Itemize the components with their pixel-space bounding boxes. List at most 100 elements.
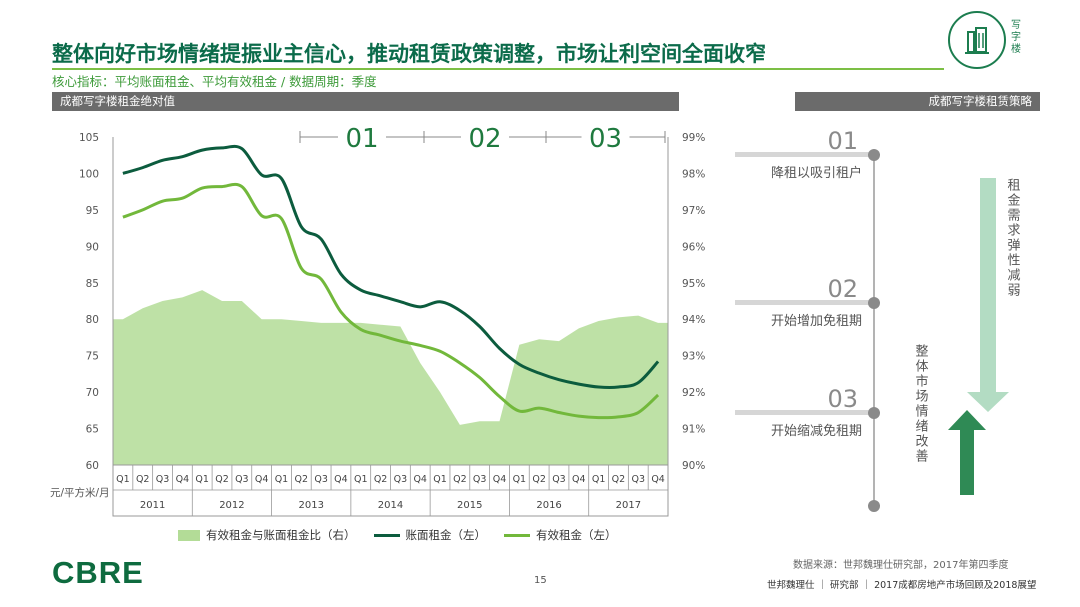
x-quarter-label: Q4 bbox=[572, 474, 586, 485]
x-quarter-label: Q3 bbox=[473, 474, 487, 485]
strategy-panel: 01 降租以吸引租户 02 开始增加免租期 03 开始缩减免租期 租金需求弹性减弱整体市场情… bbox=[735, 127, 1020, 512]
y-right-tick-label: 92% bbox=[682, 387, 705, 399]
y-right-tick-label: 94% bbox=[682, 314, 705, 326]
x-quarter-label: Q1 bbox=[116, 474, 130, 485]
rent-lines-layer bbox=[122, 144, 660, 420]
x-quarter-label: Q1 bbox=[195, 474, 209, 485]
x-quarter-label: Q4 bbox=[651, 474, 665, 485]
x-year-label: 2013 bbox=[298, 500, 323, 511]
strategy-bar bbox=[735, 410, 874, 415]
strategy-dot bbox=[868, 500, 880, 512]
x-year-label: 2014 bbox=[378, 500, 403, 511]
x-quarter-label: Q3 bbox=[235, 474, 249, 485]
footer-text: 世邦魏理仕 ｜ 研究部 ｜ 2017成都房地产市场回顾及2018展望 bbox=[767, 580, 1037, 591]
legend-label-effective-rent: 有效租金（左） bbox=[536, 528, 617, 542]
ratio-area-layer bbox=[113, 290, 668, 465]
legend-swatch-effective-rent bbox=[504, 533, 530, 537]
x-quarter-label: Q1 bbox=[275, 474, 289, 485]
x-quarter-label: Q2 bbox=[453, 474, 467, 485]
strategy-label: 开始增加免租期 bbox=[771, 314, 862, 329]
x-quarter-label: Q3 bbox=[632, 474, 646, 485]
arrow-down-label: 租金需求弹性减弱 bbox=[1005, 178, 1021, 298]
y-right-tick-label: 99% bbox=[682, 132, 705, 144]
x-quarter-label: Q2 bbox=[136, 474, 150, 485]
x-quarter-label: Q3 bbox=[552, 474, 566, 485]
arrow-up-label: 整体市场情绪改善 bbox=[913, 344, 929, 464]
x-year-label: 2016 bbox=[536, 500, 561, 511]
phase-label: 02 bbox=[468, 124, 501, 154]
y-left-tick-label: 90 bbox=[86, 241, 99, 253]
x-quarter-label: Q2 bbox=[374, 474, 388, 485]
y-left-tick-label: 75 bbox=[86, 351, 99, 363]
x-quarter-label: Q4 bbox=[334, 474, 348, 485]
legend-item-effective-rent: 有效租金（左） bbox=[504, 527, 617, 543]
axes-layer: 60 65 70 75 80 85 90 95 100 105 90% 91% 92% 93% 94% 95%… bbox=[79, 132, 705, 517]
x-quarter-label: Q3 bbox=[156, 474, 170, 485]
legend-label-face-rent: 账面租金（左） bbox=[405, 528, 487, 542]
page-number: 15 bbox=[534, 575, 547, 586]
strategy-dot bbox=[868, 149, 880, 161]
strategy-number: 01 bbox=[827, 127, 858, 155]
y-right-tick-label: 97% bbox=[682, 205, 705, 217]
legend-item-face-rent: 账面租金（左） bbox=[373, 527, 487, 543]
x-quarter-label: Q4 bbox=[176, 474, 190, 485]
x-quarter-label: Q1 bbox=[354, 474, 368, 485]
phase-label: 01 bbox=[345, 124, 378, 154]
x-quarter-label: Q2 bbox=[532, 474, 546, 485]
x-quarter-label: Q2 bbox=[295, 474, 309, 485]
y-left-tick-label: 60 bbox=[86, 460, 99, 472]
arrow-up-icon bbox=[948, 410, 986, 495]
y-left-tick-label: 100 bbox=[79, 168, 99, 180]
office-building-logo bbox=[948, 11, 1006, 69]
y-left-tick-label: 105 bbox=[79, 132, 99, 144]
data-source: 数据来源：世邦魏理仕研究部，2017年第四季度 bbox=[793, 560, 1009, 571]
phase-label: 03 bbox=[589, 124, 622, 154]
y-right-tick-label: 91% bbox=[682, 424, 705, 436]
face-rent-line bbox=[122, 144, 660, 389]
cbre-logo: CBRE bbox=[52, 555, 144, 590]
x-quarter-label: Q1 bbox=[513, 474, 527, 485]
y-right-tick-label: 90% bbox=[682, 460, 705, 472]
y-right-tick-label: 93% bbox=[682, 351, 705, 363]
x-quarter-label: Q4 bbox=[493, 474, 507, 485]
x-year-label: 2015 bbox=[457, 500, 482, 511]
legend-label-ratio: 有效租金与账面租金比（右） bbox=[206, 528, 356, 542]
x-year-label: 2012 bbox=[219, 500, 244, 511]
y-left-tick-label: 70 bbox=[86, 387, 99, 399]
right-panel-title: 成都写字楼租赁策略 bbox=[795, 92, 1040, 111]
chart-legend: 有效租金与账面租金比（右） 账面租金（左） 有效租金（左） bbox=[178, 527, 617, 543]
legend-swatch-face-rent bbox=[373, 533, 400, 537]
ratio-area bbox=[113, 290, 668, 465]
x-quarter-label: Q2 bbox=[215, 474, 229, 485]
x-year-label: 2017 bbox=[616, 500, 641, 511]
strategy-label: 降租以吸引租户 bbox=[771, 165, 862, 181]
y-left-tick-label: 65 bbox=[86, 424, 99, 436]
page-title: 整体向好市场情绪提振业主信心，推动租赁政策调整，市场让利空间全面收窄 bbox=[52, 42, 766, 66]
page-subtitle: 核心指标：平均账面租金、平均有效租金 / 数据周期：季度 bbox=[52, 74, 377, 89]
strategy-label: 开始缩减免租期 bbox=[771, 423, 862, 439]
arrow-down-icon bbox=[967, 178, 1009, 412]
y-left-tick-label: 85 bbox=[86, 278, 99, 290]
x-year-label: 2011 bbox=[140, 500, 165, 511]
y-axis-unit-label: 元/平方米/月 bbox=[50, 487, 110, 499]
x-quarter-label: Q3 bbox=[314, 474, 328, 485]
y-right-tick-label: 96% bbox=[682, 241, 705, 253]
x-quarter-label: Q2 bbox=[612, 474, 626, 485]
x-quarter-label: Q4 bbox=[255, 474, 269, 485]
strategy-number: 03 bbox=[827, 385, 858, 413]
logo-text: 写字楼 bbox=[1011, 20, 1021, 55]
phase-markers: 01 02 03 bbox=[299, 124, 666, 154]
x-quarter-label: Q3 bbox=[394, 474, 408, 485]
left-panel-title: 成都写字楼租金绝对值 bbox=[52, 92, 679, 111]
strategy-bar bbox=[735, 300, 874, 305]
x-quarter-label: Q1 bbox=[592, 474, 606, 485]
strategy-dot bbox=[868, 297, 880, 309]
title-divider bbox=[52, 68, 944, 70]
x-quarter-label: Q1 bbox=[433, 474, 447, 485]
x-quarter-label: Q4 bbox=[413, 474, 427, 485]
effective-rent-line bbox=[122, 182, 660, 420]
legend-item-ratio: 有效租金与账面租金比（右） bbox=[178, 527, 356, 543]
legend-swatch-ratio bbox=[178, 529, 200, 541]
strategy-number: 02 bbox=[827, 275, 858, 303]
